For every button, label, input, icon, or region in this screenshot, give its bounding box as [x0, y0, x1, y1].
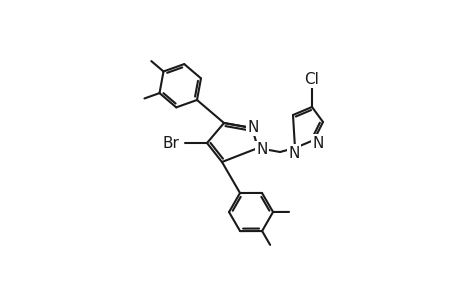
Text: N: N: [256, 142, 267, 158]
Text: Cl: Cl: [304, 71, 319, 86]
Text: N: N: [247, 119, 258, 134]
Text: Br: Br: [162, 136, 179, 152]
Text: N: N: [312, 136, 323, 151]
Text: N: N: [288, 146, 299, 160]
